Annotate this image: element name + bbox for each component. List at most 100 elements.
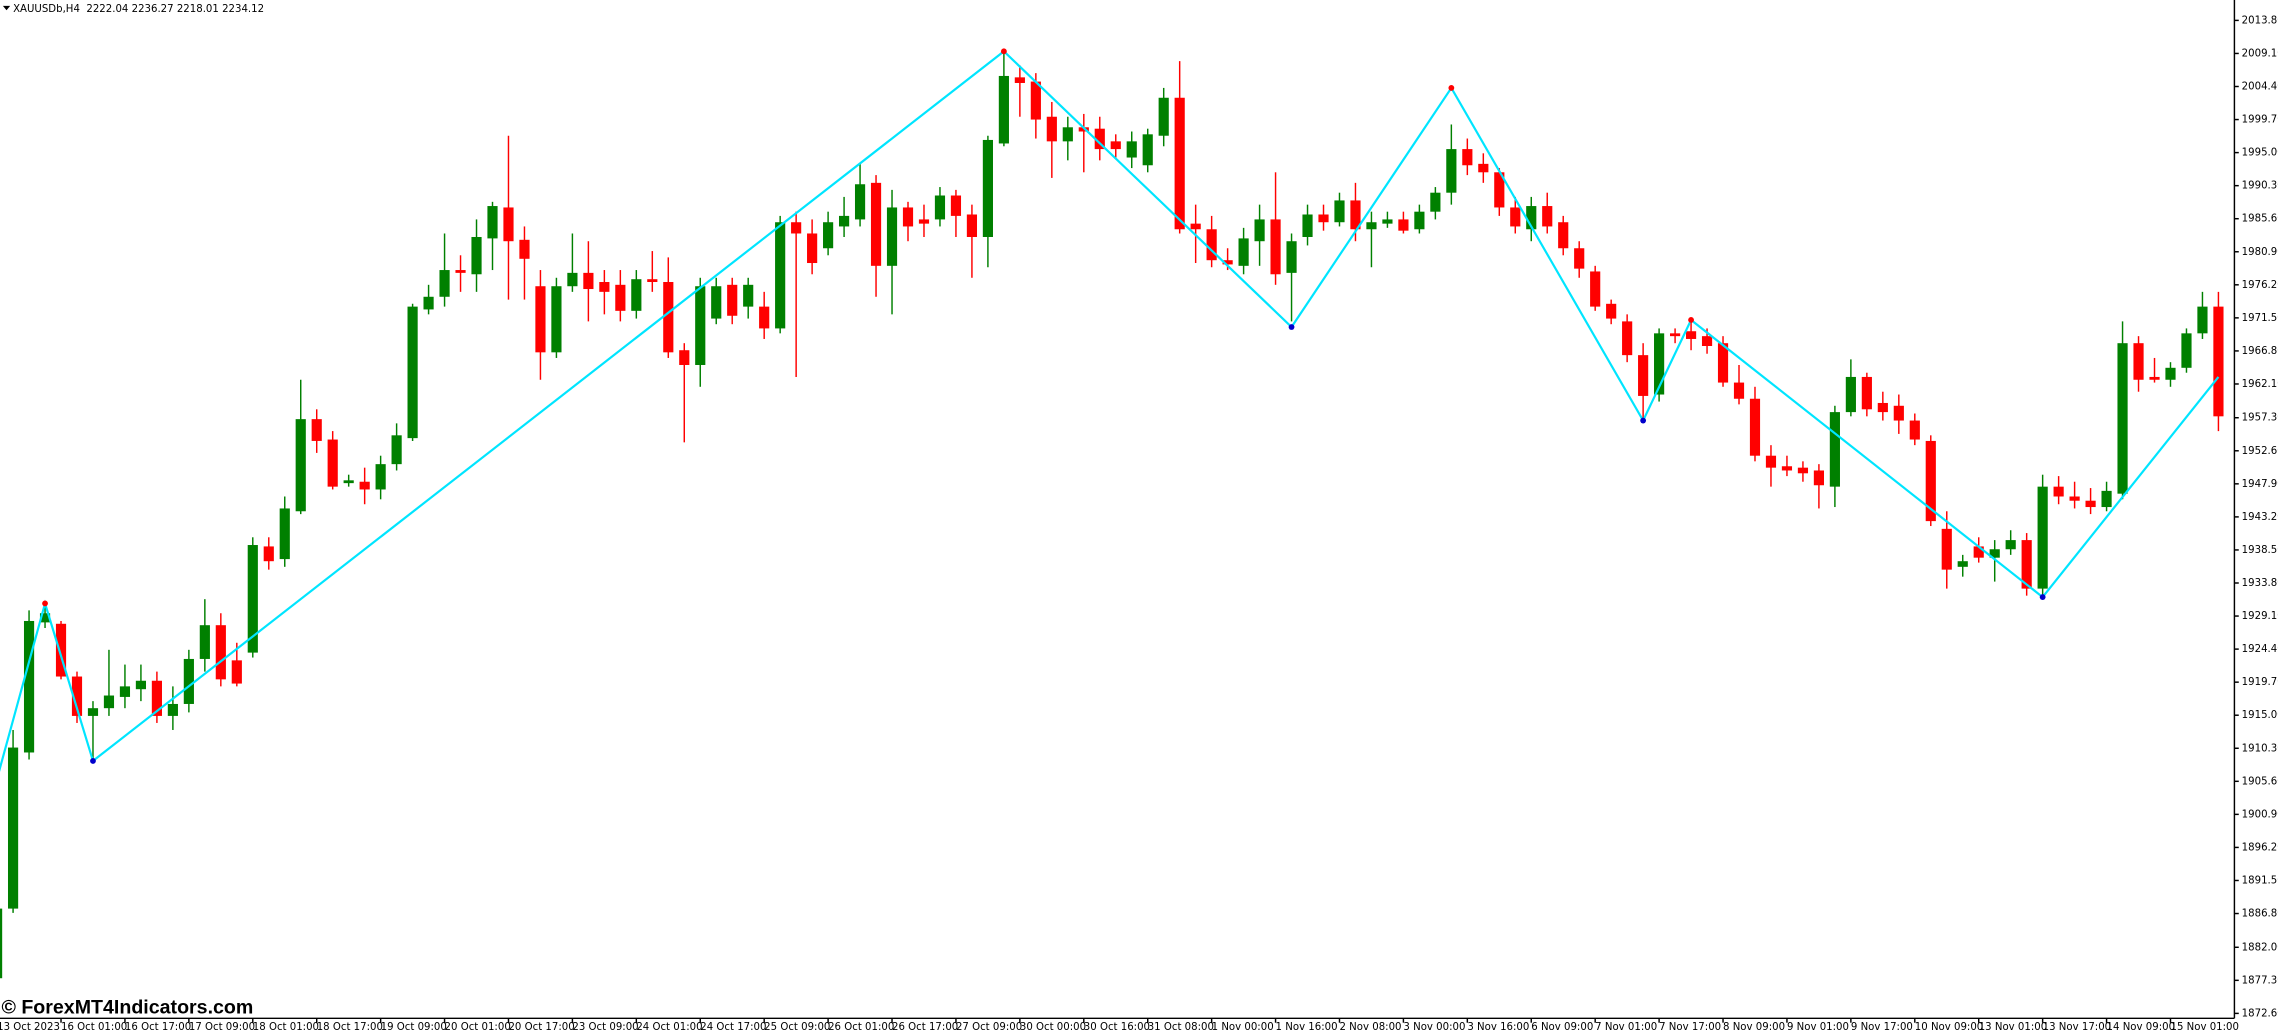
x-tick-label: 10 Nov 09:00	[1915, 1022, 1983, 1030]
candle-body	[1318, 214, 1329, 223]
y-tick-label: 1896.20	[2242, 842, 2278, 853]
candle-body	[1094, 128, 1105, 150]
x-tick-label: 31 Oct 08:00	[1148, 1022, 1214, 1030]
y-tick-label: 1891.50	[2242, 875, 2278, 886]
candle-body	[87, 708, 99, 716]
candle-body	[1430, 192, 1441, 212]
candle-body	[2133, 343, 2144, 380]
x-tick-label: 8 Nov 09:00	[1723, 1022, 1785, 1030]
candle-body	[1030, 81, 1041, 120]
candle-body	[1446, 149, 1457, 193]
y-tick-label: 1910.30	[2242, 743, 2278, 754]
candle-body	[327, 439, 338, 487]
candle-body	[807, 233, 818, 264]
x-tick-label: 15 Nov 01:00	[2170, 1022, 2238, 1030]
candle-body	[2037, 486, 2048, 589]
candle-body	[838, 215, 850, 227]
x-tick-label: 19 Oct 09:00	[381, 1022, 447, 1030]
candle-body	[1190, 223, 1201, 230]
zigzag-pivot	[1288, 324, 1295, 330]
candle-body	[2085, 500, 2096, 508]
candle-body	[1797, 467, 1809, 474]
candle-body	[2213, 306, 2224, 417]
candle-body	[2053, 486, 2064, 497]
candle-body	[263, 546, 274, 562]
candle-body	[407, 306, 418, 439]
x-tick-label: 16 Oct 17:00	[125, 1022, 191, 1030]
x-tick-label: 16 Oct 01:00	[61, 1022, 127, 1030]
candle-body	[791, 222, 802, 234]
candle-body	[1829, 412, 1840, 487]
candle-body	[615, 284, 626, 311]
candle-body	[1494, 172, 1505, 208]
candle-body	[1270, 219, 1281, 275]
x-tick-label: 2 Nov 08:00	[1339, 1022, 1401, 1030]
candle-body	[1989, 549, 2000, 558]
candle-body	[966, 214, 978, 237]
x-tick-label: 30 Oct 00:00	[1020, 1022, 1086, 1030]
candle-body	[519, 239, 530, 259]
candle-body	[343, 480, 354, 484]
candle-body	[1622, 321, 1633, 356]
candle-body	[583, 272, 594, 290]
candle-body	[2069, 496, 2080, 501]
candle-body	[423, 296, 434, 310]
x-tick-label: 13 Nov 17:00	[2043, 1022, 2111, 1030]
symbol-menu-arrow[interactable]	[2, 5, 11, 11]
candle-body	[1286, 241, 1297, 273]
candle-body	[1781, 466, 1793, 471]
candle-body	[647, 279, 658, 283]
candle-body	[39, 613, 51, 623]
x-tick-label: 1 Nov 16:00	[1276, 1022, 1338, 1030]
y-tick-label: 1938.50	[2242, 545, 2278, 556]
x-tick-label: 24 Oct 01:00	[636, 1022, 702, 1030]
candle-body	[1110, 141, 1121, 150]
candle-body	[902, 207, 914, 227]
x-tick-label: 3 Nov 00:00	[1403, 1022, 1465, 1030]
candle-body	[631, 279, 642, 311]
candle-body	[1733, 382, 1745, 399]
candle-body	[7, 747, 19, 909]
candle-body	[487, 206, 498, 239]
x-tick-label: 25 Oct 09:00	[764, 1022, 830, 1030]
y-tick-label: 1905.60	[2242, 776, 2278, 787]
y-tick-label: 1995.00	[2242, 148, 2278, 159]
candle-body	[1574, 248, 1585, 269]
candle-body	[1590, 271, 1601, 307]
candle-body	[1158, 97, 1169, 136]
candle-body	[135, 680, 147, 690]
candle-body	[1206, 229, 1217, 261]
candle-body	[1174, 97, 1185, 230]
candle-body	[471, 236, 482, 275]
x-tick-label: 18 Oct 01:00	[253, 1022, 319, 1030]
candle-body	[247, 545, 258, 653]
candle-body	[1142, 134, 1153, 166]
candle-body	[2005, 540, 2016, 550]
x-tick-label: 17 Oct 09:00	[189, 1022, 255, 1030]
candle-body	[2021, 540, 2032, 589]
candle-body	[1685, 331, 1697, 339]
x-tick-label: 24 Oct 17:00	[700, 1022, 766, 1030]
candle-body	[183, 658, 194, 704]
candle-body	[231, 660, 242, 684]
x-tick-label: 1 Nov 00:00	[1212, 1022, 1274, 1030]
y-tick-label: 1971.50	[2242, 313, 2278, 324]
candle-body	[167, 703, 178, 716]
candle-body	[119, 686, 131, 697]
candle-body	[886, 207, 898, 266]
candle-body	[775, 222, 786, 329]
candle-body	[1813, 470, 1824, 486]
candle-body	[295, 419, 306, 512]
y-tick-label: 1929.10	[2242, 611, 2278, 622]
y-tick-label: 1962.10	[2242, 379, 2278, 390]
candle-body	[711, 286, 722, 319]
candle-body	[1973, 546, 1984, 558]
y-tick-label: 1900.90	[2242, 809, 2278, 820]
x-tick-label: 13 Nov 01:00	[1979, 1022, 2047, 1030]
candle-body	[1046, 116, 1057, 142]
zigzag-pivot	[1688, 317, 1694, 323]
x-tick-label: 3 Nov 16:00	[1467, 1022, 1529, 1030]
candle-body	[1238, 238, 1249, 266]
x-tick-label: 9 Nov 17:00	[1851, 1022, 1913, 1030]
watermark: © ForexMT4Indicators.com	[1, 996, 253, 1018]
